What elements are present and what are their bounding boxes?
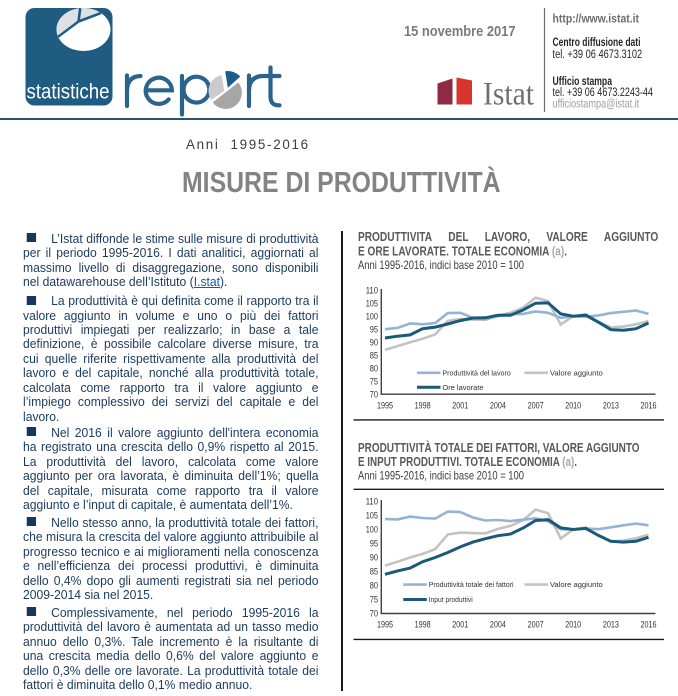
svg-text:Anni 1995-2016, indici base 2: Anni 1995-2016, indici base 2010 = 100	[358, 468, 524, 482]
svg-text:100: 100	[365, 525, 377, 535]
svg-text:2016: 2016	[640, 620, 656, 630]
svg-text:110: 110	[365, 285, 377, 295]
svg-text:statistiche: statistiche	[27, 80, 110, 104]
svg-text:E INPUT PRODUTTIVI. TOTALE ECO: E INPUT PRODUTTIVI. TOTALE ECONOMIA (a).	[358, 454, 577, 469]
svg-text:Input produttivi: Input produttivi	[428, 595, 472, 604]
svg-text:Ufficio stampa: Ufficio stampa	[553, 74, 613, 88]
svg-text:1998: 1998	[414, 620, 430, 630]
svg-text:2013: 2013	[602, 620, 618, 630]
svg-text:Istat: Istat	[483, 77, 534, 113]
svg-text:2013: 2013	[602, 401, 618, 411]
svg-text:75: 75	[369, 595, 377, 605]
svg-text:80: 80	[369, 363, 377, 373]
svg-text:LAVORO,: LAVORO,	[484, 230, 529, 244]
svg-text:VALORE: VALORE	[546, 230, 588, 244]
svg-text:2007: 2007	[527, 401, 543, 411]
svg-text:95: 95	[369, 539, 377, 549]
svg-text:2016: 2016	[640, 401, 656, 411]
svg-text:2001: 2001	[452, 620, 468, 630]
svg-text:90: 90	[369, 553, 377, 563]
svg-text:AGGIUNTO: AGGIUNTO	[603, 230, 657, 244]
svg-text:2004: 2004	[489, 401, 505, 411]
svg-text:1995: 1995	[377, 620, 393, 630]
svg-text:DEL: DEL	[448, 230, 468, 244]
svg-text:Valore aggiunto: Valore aggiunto	[549, 368, 602, 377]
svg-text:Valore aggiunto: Valore aggiunto	[549, 580, 602, 589]
svg-text:85: 85	[369, 350, 377, 360]
svg-text:1998: 1998	[414, 401, 430, 411]
svg-text:2001: 2001	[452, 401, 468, 411]
svg-text:70: 70	[369, 609, 377, 619]
svg-text:100: 100	[365, 311, 377, 321]
svg-text:Produttività totale dei fattor: Produttività totale dei fattori	[428, 580, 513, 589]
svg-text:ufficiostampa@istat.it: ufficiostampa@istat.it	[553, 97, 640, 111]
svg-text:tel. +39 06 4673.2243-44: tel. +39 06 4673.2243-44	[553, 85, 654, 99]
svg-text:1995: 1995	[377, 401, 393, 411]
svg-text:85: 85	[369, 567, 377, 577]
svg-text:70: 70	[369, 389, 377, 399]
svg-text:tel. +39 06 4673.3102: tel. +39 06 4673.3102	[553, 47, 643, 61]
svg-text:Anni 1995-2016, indici base 2: Anni 1995-2016, indici base 2010 = 100	[358, 258, 524, 272]
svg-text:Produttività del lavoro: Produttività del lavoro	[442, 368, 510, 377]
svg-text:2007: 2007	[527, 620, 543, 630]
svg-text:PRODUTTIVITA: PRODUTTIVITA	[357, 230, 432, 244]
svg-text:95: 95	[369, 324, 377, 334]
svg-text:105: 105	[365, 511, 377, 521]
svg-text:PRODUTTIVITÀ TOTALE DEI FATTOR: PRODUTTIVITÀ TOTALE DEI FATTORI, VALORE …	[358, 440, 640, 455]
svg-text:2004: 2004	[489, 620, 505, 630]
svg-text:Ore lavorate: Ore lavorate	[442, 383, 483, 392]
svg-text:105: 105	[365, 298, 377, 308]
svg-text:75: 75	[369, 376, 377, 386]
svg-text:E ORE LAVORATE. TOTALE ECONOMI: E ORE LAVORATE. TOTALE ECONOMIA (a).	[358, 243, 567, 258]
svg-text:90: 90	[369, 337, 377, 347]
svg-text:Centro diffusione dati: Centro diffusione dati	[553, 35, 641, 49]
svg-text:80: 80	[369, 581, 377, 591]
svg-text:http://www.istat.it: http://www.istat.it	[553, 12, 640, 26]
svg-text:15 novembre 2017: 15 novembre 2017	[404, 24, 516, 40]
svg-text:110: 110	[365, 497, 377, 507]
svg-text:2010: 2010	[565, 620, 581, 630]
svg-text:2010: 2010	[565, 401, 581, 411]
